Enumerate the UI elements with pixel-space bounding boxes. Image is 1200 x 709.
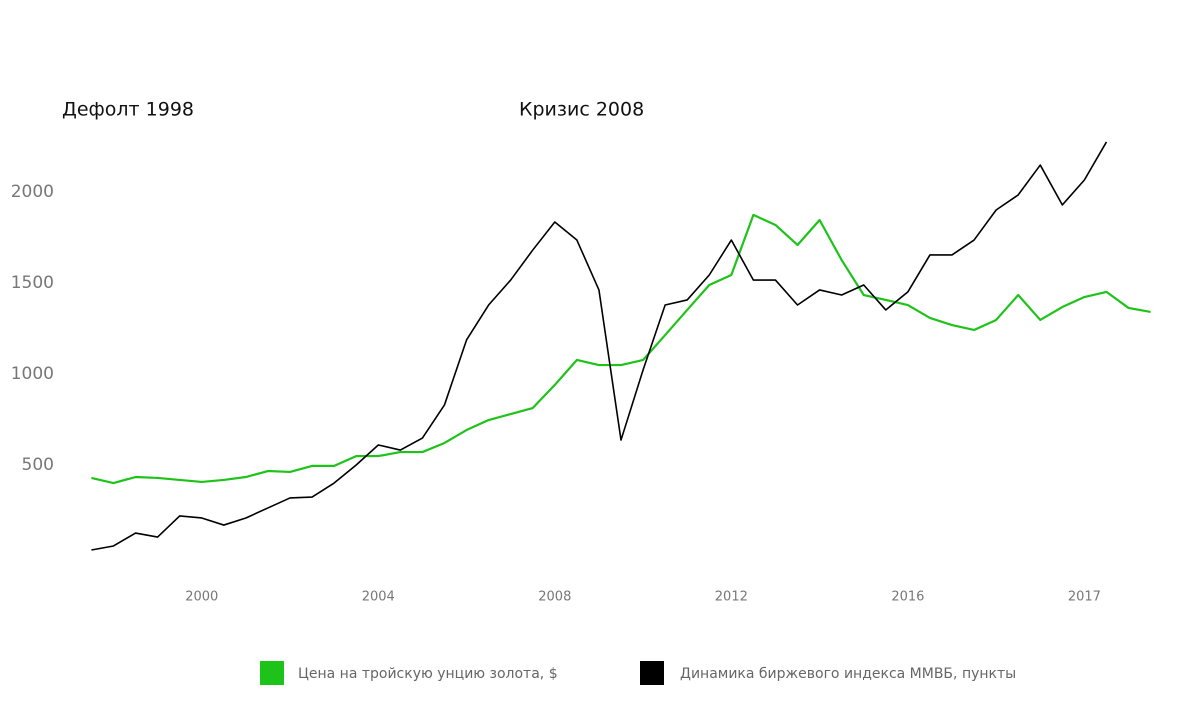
x-tick-label: 2000 xyxy=(185,590,218,605)
legend-swatch xyxy=(640,661,664,685)
y-tick-label: 1000 xyxy=(11,364,54,384)
y-tick-label: 500 xyxy=(22,455,54,475)
x-tick-label: 2012 xyxy=(715,590,748,605)
y-tick-label: 2000 xyxy=(11,182,54,202)
legend-label: Цена на тройскую унцию золота, $ xyxy=(298,666,558,682)
x-tick-label: 2016 xyxy=(891,590,924,605)
series-line xyxy=(91,141,1108,551)
y-tick-label: 1500 xyxy=(11,273,54,293)
x-tick-label: 2004 xyxy=(362,590,395,605)
legend-swatch xyxy=(260,661,284,685)
annotation: Дефолт 1998 xyxy=(62,99,194,121)
series-line xyxy=(91,213,1151,485)
x-tick-label: 2017 xyxy=(1068,590,1101,605)
legend-label: Динамика биржевого индекса ММВБ, пункты xyxy=(680,666,1016,682)
annotation: Кризис 2008 xyxy=(519,99,644,121)
x-tick-label: 2008 xyxy=(538,590,571,605)
